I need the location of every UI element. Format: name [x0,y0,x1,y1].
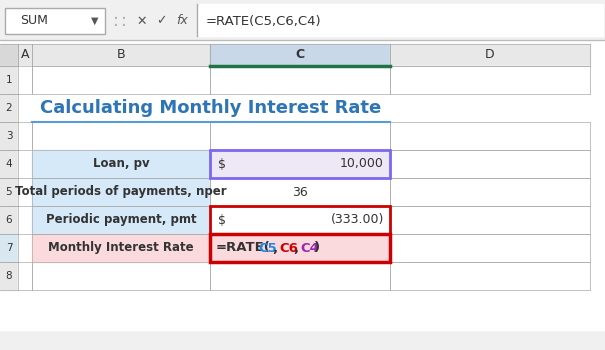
Text: :: : [113,12,119,30]
Bar [0,234,18,262]
Bar [210,150,390,178]
Text: Monthly Interest Rate: Monthly Interest Rate [48,241,194,254]
Text: 3: 3 [5,131,12,141]
Bar [210,178,390,206]
Bar [210,206,390,234]
Text: (333.00): (333.00) [330,214,384,226]
Text: C6: C6 [279,241,298,254]
Bar [0,150,18,178]
Bar [390,66,590,94]
Text: =RATE(C5,C6,C4): =RATE(C5,C6,C4) [206,14,322,28]
Bar [18,94,32,122]
Bar [390,94,590,122]
Text: 5: 5 [5,187,12,197]
Text: ✓: ✓ [155,14,166,28]
Bar [18,262,32,290]
Text: 1: 1 [5,75,12,85]
Text: C4: C4 [300,241,319,254]
Bar [0,94,18,122]
Bar [210,262,390,290]
Bar [210,234,390,262]
Text: Loan, pv: Loan, pv [93,158,149,170]
Text: C5: C5 [258,241,276,254]
Text: ✕: ✕ [137,14,147,28]
Text: C: C [295,49,304,62]
Bar [390,66,590,94]
Bar [0,66,18,94]
Bar [390,44,590,66]
Bar [390,262,590,290]
Bar [210,234,390,262]
Text: ▼: ▼ [91,16,99,26]
Bar [5,8,105,34]
Bar [18,206,32,234]
Bar [32,206,210,234]
Text: $: $ [218,214,226,226]
Bar [0,0,605,40]
Text: B: B [117,49,125,62]
Text: 2: 2 [5,103,12,113]
Bar [390,150,590,178]
Bar [18,122,32,150]
Text: ,: , [293,241,298,254]
Bar [390,178,590,206]
Bar [18,66,32,94]
Bar [18,234,32,262]
Text: Total periods of payments, nper: Total periods of payments, nper [15,186,227,198]
Bar [210,150,390,178]
Bar [390,234,590,262]
Bar [390,122,590,150]
Text: ,: , [272,241,277,254]
Bar [210,44,390,66]
Bar [32,150,210,178]
Bar [390,206,590,234]
Bar [0,44,18,66]
Text: 36: 36 [292,186,308,198]
Bar [32,178,210,206]
Text: $: $ [218,158,226,170]
Bar [32,122,210,150]
Bar [210,206,390,234]
Bar [210,122,390,150]
Bar [32,262,210,290]
Bar [0,178,18,206]
Bar [32,234,210,262]
Bar [0,122,18,150]
Bar [0,262,18,290]
Text: 10,000: 10,000 [340,158,384,170]
Bar [0,40,605,330]
Bar [390,262,590,290]
Bar [210,66,390,94]
Bar [32,66,210,94]
Text: SUM: SUM [20,14,48,28]
Text: 8: 8 [5,271,12,281]
Bar [32,94,390,122]
Bar [18,178,32,206]
Text: D: D [485,49,495,62]
Bar [18,150,32,178]
Text: Periodic payment, pmt: Periodic payment, pmt [46,214,196,226]
Text: :: : [121,12,127,30]
Bar [390,122,590,150]
Text: =RATE(: =RATE( [216,241,271,254]
Text: 7: 7 [5,243,12,253]
Text: A: A [21,49,29,62]
Text: 6: 6 [5,215,12,225]
Text: Calculating Monthly Interest Rate: Calculating Monthly Interest Rate [41,99,382,117]
Text: 4: 4 [5,159,12,169]
Bar [0,206,18,234]
Bar [32,44,210,66]
Text: ): ) [314,241,320,254]
Text: fx: fx [176,14,188,28]
Bar [198,4,603,36]
Bar [18,44,32,66]
